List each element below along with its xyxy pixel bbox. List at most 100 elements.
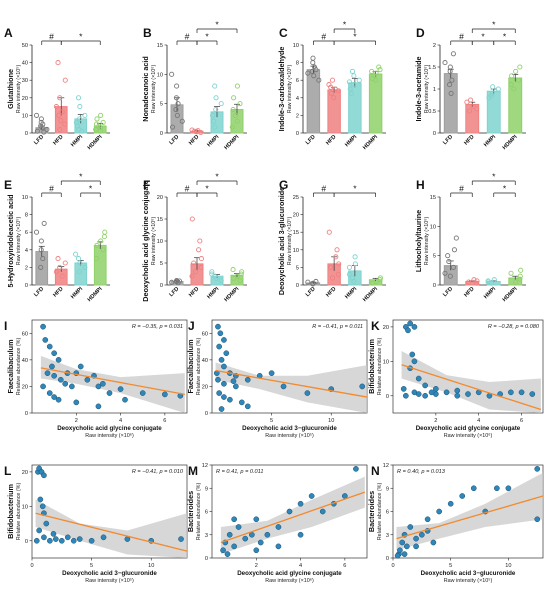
y-tick-label: 10 — [293, 248, 299, 254]
category-label: HMPI — [344, 286, 358, 300]
y-tick-label: 4 — [296, 96, 299, 102]
significance-label: # — [49, 32, 54, 42]
y-tick-label: 3 — [205, 533, 208, 539]
confidence-band — [40, 355, 185, 413]
x-axis-title: Deoxycholic acid 3−glucuronide — [242, 425, 337, 432]
y-axis-title: Glutathione — [6, 69, 15, 109]
data-point — [230, 106, 236, 113]
y-tick-label: 25 — [293, 195, 299, 201]
data-point — [310, 60, 316, 66]
y-axis-title: Faecalibaculum — [186, 340, 195, 394]
data-point — [139, 390, 146, 396]
data-point — [221, 380, 227, 387]
data-point — [448, 90, 454, 96]
y-tick-label: 5 — [160, 261, 163, 267]
y-tick-label: 20 — [22, 470, 28, 476]
data-point — [231, 516, 237, 523]
data-point — [403, 392, 409, 399]
data-point — [77, 363, 84, 370]
data-point — [44, 126, 50, 133]
y-tick-label: 20 — [22, 384, 28, 390]
panel-N: N Bacteroides Relative abundance (%) 0 3 6 9 12… — [367, 463, 544, 584]
data-point — [495, 86, 501, 92]
data-point — [446, 258, 452, 265]
data-point — [234, 83, 240, 89]
data-point — [58, 537, 65, 544]
data-point — [95, 403, 102, 410]
data-point — [518, 267, 524, 273]
y-tick-label: 0 — [25, 539, 28, 545]
data-point — [413, 543, 419, 550]
panel-label-C: C — [279, 26, 288, 40]
data-point — [447, 82, 453, 88]
x-tick-label: 0 — [30, 563, 33, 569]
y-axis-subtitle: Raw intensity (×10⁶) — [424, 217, 430, 266]
y-tick-label: 15 — [157, 217, 163, 223]
data-point — [328, 264, 334, 270]
y-axis-title: Bifidobacterium — [6, 484, 15, 539]
confidence-band — [401, 351, 541, 413]
panel-label-E: E — [4, 178, 12, 192]
data-point — [51, 372, 57, 379]
data-point — [413, 535, 419, 542]
x-tick-label: 2 — [75, 418, 78, 424]
y-tick-label: 0 — [25, 283, 28, 289]
x-tick-label: 10 — [148, 563, 154, 569]
significance-label: * — [205, 184, 209, 194]
data-point — [75, 256, 82, 262]
significance-label: * — [89, 184, 93, 194]
x-axis-title: Deoxycholic acid 3−glucuronide — [62, 570, 157, 577]
panel-label-A: A — [4, 26, 13, 40]
significance-label: * — [205, 32, 209, 42]
data-point — [346, 271, 352, 277]
data-point — [447, 273, 453, 279]
panel-B: B Nonadecanoic acid Raw intensity (×10⁶) 0 5… — [141, 20, 247, 151]
y-axis-title: Indole-3-carboxaldehyde — [277, 47, 286, 132]
y-tick-label: 10 — [157, 72, 163, 78]
regression-line — [220, 491, 366, 544]
data-point — [34, 128, 40, 134]
data-point — [178, 536, 184, 542]
data-point — [313, 67, 319, 73]
data-point — [436, 508, 443, 515]
data-point — [98, 112, 104, 118]
data-point — [50, 531, 57, 537]
y-axis-title: 5-Hydroxyindoleacetic acid — [6, 194, 15, 287]
panel-label-G: G — [279, 178, 288, 192]
data-point — [174, 278, 180, 284]
data-point — [485, 278, 491, 284]
category-label: HMPI — [483, 134, 497, 148]
y-axis-title: Indole-3-acetamide — [414, 56, 423, 121]
y-axis-subtitle: Raw intensity (×10⁶) — [151, 65, 157, 114]
data-point — [224, 551, 231, 557]
data-point — [373, 278, 379, 285]
y-tick-label: 8 — [25, 213, 28, 219]
category-label: LFD — [33, 134, 45, 146]
x-axis-subtitle: Raw intensity (×10⁶) — [444, 433, 493, 439]
data-point — [430, 539, 437, 546]
data-point — [316, 77, 322, 83]
significance-label: * — [215, 20, 219, 30]
y-tick-label: 15 — [157, 43, 163, 49]
x-axis-title: Deoxycholic acid glycine conjugate — [237, 570, 342, 577]
y-tick-label: 30 — [22, 78, 28, 84]
y-tick-label: 20 — [383, 325, 389, 331]
data-point — [76, 116, 83, 122]
data-point — [445, 253, 451, 259]
panel-E: E 5-Hydroxyindoleacetic acid Raw intensity… — [4, 172, 110, 303]
data-point — [38, 264, 44, 270]
data-point — [467, 108, 473, 114]
data-point — [42, 337, 49, 343]
y-tick-label: 3 — [386, 533, 389, 539]
data-point — [47, 537, 53, 544]
data-point — [297, 531, 304, 538]
data-point — [450, 51, 456, 57]
significance-label: # — [321, 32, 326, 42]
data-point — [196, 247, 202, 253]
data-point — [518, 389, 525, 396]
category-label: LFD — [305, 286, 317, 298]
data-point — [101, 234, 107, 240]
data-point — [195, 128, 201, 134]
